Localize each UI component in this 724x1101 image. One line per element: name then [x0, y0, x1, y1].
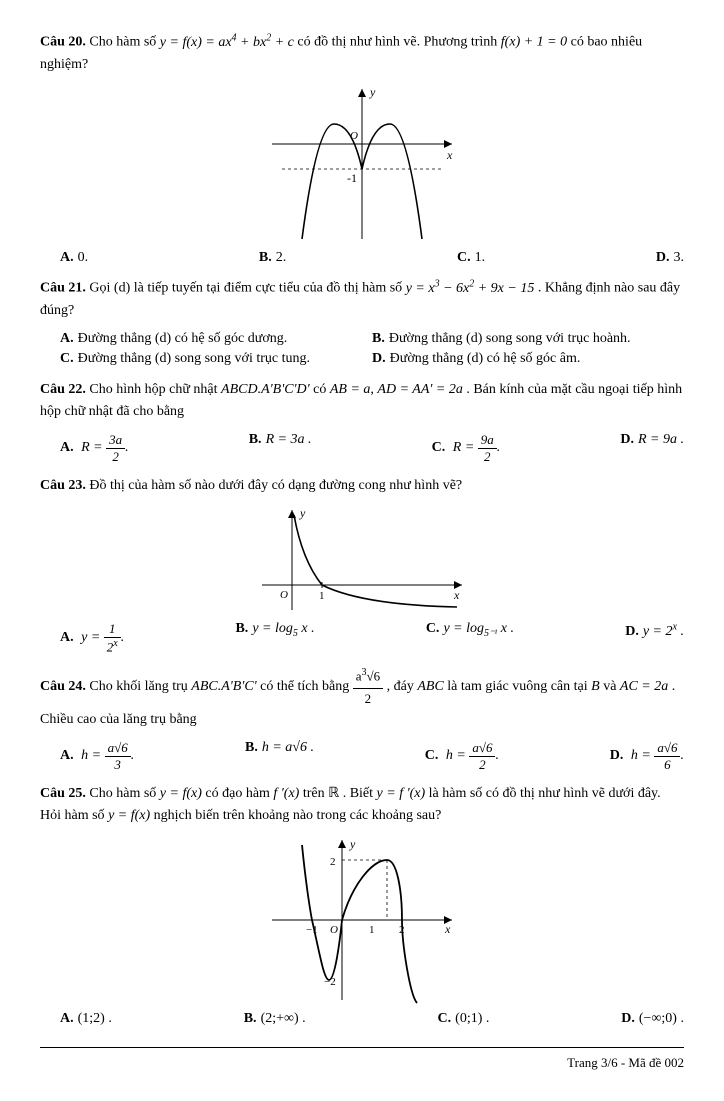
- q21-eq: y = x3 − 6x2 + 9x − 15: [406, 281, 535, 296]
- q20-text2: có đồ thị như hình vẽ. Phương trình: [297, 35, 500, 50]
- q23-choice-b: B.y = log5 x .: [235, 621, 314, 655]
- q23-figure: x y O 1: [40, 505, 684, 615]
- q25-eq3: y = f '(x): [377, 786, 426, 801]
- q25-choice-a: A.(1;2) .: [60, 1011, 112, 1027]
- q23-choice-d: D.y = 2x .: [625, 621, 684, 655]
- q21-label: Câu 21.: [40, 281, 86, 296]
- q22-eq2: AB = a: [330, 382, 371, 397]
- q24-eq2: ABC: [417, 680, 443, 695]
- origin-label: O: [280, 589, 288, 601]
- q24-choice-a: A. h = a√63.: [60, 740, 134, 773]
- x-axis-label: x: [446, 148, 453, 162]
- q20-choice-d: D.3.: [656, 250, 684, 266]
- origin-label: O: [330, 924, 338, 936]
- q21-text1: Gọi (d) là tiếp tuyến tại điểm cực tiểu …: [89, 281, 405, 296]
- q22-text1: Cho hình hộp chữ nhật: [89, 382, 221, 397]
- q25-text3: trên ℝ . Biết: [303, 786, 377, 801]
- q21-choice-a: A.Đường thẳng (d) có hệ số góc dương.: [60, 331, 372, 347]
- x-axis-label: x: [453, 588, 460, 602]
- question-23: Câu 23. Đồ thị của hàm số nào dưới đây c…: [40, 475, 684, 497]
- q22-choice-b: B.R = 3a .: [249, 432, 312, 465]
- tick-1: 1: [319, 590, 325, 602]
- y-axis-label: y: [369, 85, 376, 99]
- q22-eq1: ABCD.A'B'C'D': [221, 382, 310, 397]
- x-axis-label: x: [444, 922, 451, 936]
- q21-choice-d: D.Đường thẳng (d) có hệ số góc âm.: [372, 351, 684, 367]
- q24-eq1: ABC.A'B'C': [191, 680, 256, 695]
- q25-label: Câu 25.: [40, 786, 86, 801]
- q24-choices: A. h = a√63. B.h = a√6 . C. h = a√62. D.…: [60, 740, 684, 773]
- q20-eq: y = f(x) = ax4 + bx2 + c: [160, 35, 294, 50]
- q23-graph: x y O 1: [252, 505, 472, 615]
- q20-choice-a: A.0.: [60, 250, 88, 266]
- q24-choice-d: D. h = a√66.: [610, 740, 684, 773]
- q25-graph: x y O −1 1 2 2 −2: [262, 835, 462, 1005]
- q24-eq3: B: [591, 680, 600, 695]
- q22-choice-d: D.R = 9a .: [620, 432, 684, 465]
- question-20: Câu 20. Cho hàm số y = f(x) = ax4 + bx2 …: [40, 30, 684, 76]
- q21-choice-b: B.Đường thẳng (d) song song với trục hoà…: [372, 331, 684, 347]
- q25-eq4: y = f(x): [108, 808, 150, 823]
- q21-choices: A.Đường thẳng (d) có hệ số góc dương. B.…: [60, 331, 684, 371]
- q24-choice-c: C. h = a√62.: [425, 740, 499, 773]
- q20-choices: A.0. B.2. C.1. D.3.: [60, 250, 684, 266]
- q23-choice-c: C.y = log5⁻¹ x .: [426, 621, 514, 655]
- page-footer: Trang 3/6 - Mã đề 002: [40, 1055, 684, 1071]
- q25-text5: nghịch biến trên khoảng nào trong các kh…: [154, 808, 442, 823]
- q20-choice-b: B.2.: [259, 250, 286, 266]
- q24-choice-b: B.h = a√6 .: [245, 740, 314, 773]
- q22-eq3: AD = AA' = 2a: [377, 382, 462, 397]
- q20-choice-c: C.1.: [457, 250, 485, 266]
- q25-text1: Cho hàm số: [89, 786, 159, 801]
- q24-label: Câu 24.: [40, 680, 86, 695]
- q22-text2: có: [313, 382, 330, 397]
- question-24: Câu 24. Cho khối lăng trụ ABC.A'B'C' có …: [40, 665, 684, 731]
- q23-choice-a: A. y = 12x.: [60, 621, 124, 655]
- q24-text2: có thể tích bằng: [260, 680, 353, 695]
- q20-text1: Cho hàm số: [89, 35, 159, 50]
- q23-label: Câu 23.: [40, 478, 86, 493]
- q20-label: Câu 20.: [40, 35, 86, 50]
- y-axis-label: y: [349, 837, 356, 851]
- q22-choice-a: A. R = 3a2.: [60, 432, 129, 465]
- q20-graph: x y O -1: [262, 84, 462, 244]
- q25-eq1: y = f(x): [160, 786, 202, 801]
- q20-eq2: f(x) + 1 = 0: [501, 35, 567, 50]
- question-21: Câu 21. Gọi (d) là tiếp tuyến tại điểm c…: [40, 276, 684, 322]
- q22-label: Câu 22.: [40, 382, 86, 397]
- q25-text2: có đạo hàm: [205, 786, 273, 801]
- page-rule: [40, 1047, 684, 1048]
- q24-text4: là tam giác vuông cân tại: [447, 680, 591, 695]
- q25-choices: A.(1;2) . B.(2;+∞) . C.(0;1) . D.(−∞;0) …: [60, 1011, 684, 1027]
- ytick-2: 2: [330, 856, 336, 868]
- q21-choice-c: C.Đường thẳng (d) song song với trục tun…: [60, 351, 372, 367]
- q25-choice-c: C.(0;1) .: [438, 1011, 490, 1027]
- q22-choices: A. R = 3a2. B.R = 3a . C. R = 9a2. D.R =…: [60, 432, 684, 465]
- xtick-1: 1: [369, 924, 375, 936]
- q25-choice-b: B.(2;+∞) .: [244, 1011, 306, 1027]
- q25-eq2: f '(x): [273, 786, 299, 801]
- q25-figure: x y O −1 1 2 2 −2: [40, 835, 684, 1005]
- q24-text1: Cho khối lăng trụ: [89, 680, 191, 695]
- q22-choice-c: C. R = 9a2.: [432, 432, 501, 465]
- q24-eq4: AC = 2a: [620, 680, 668, 695]
- q24-text3: , đáy: [387, 680, 418, 695]
- q25-choice-d: D.(−∞;0) .: [621, 1011, 684, 1027]
- question-22: Câu 22. Cho hình hộp chữ nhật ABCD.A'B'C…: [40, 379, 684, 424]
- q24-text5: và: [603, 680, 620, 695]
- tick-neg1: -1: [347, 171, 357, 185]
- q20-figure: x y O -1: [40, 84, 684, 244]
- q23-choices: A. y = 12x. B.y = log5 x . C.y = log5⁻¹ …: [60, 621, 684, 655]
- y-axis-label: y: [299, 506, 306, 520]
- question-25: Câu 25. Cho hàm số y = f(x) có đạo hàm f…: [40, 783, 684, 828]
- q23-text: Đồ thị của hàm số nào dưới đây có dạng đ…: [89, 478, 462, 493]
